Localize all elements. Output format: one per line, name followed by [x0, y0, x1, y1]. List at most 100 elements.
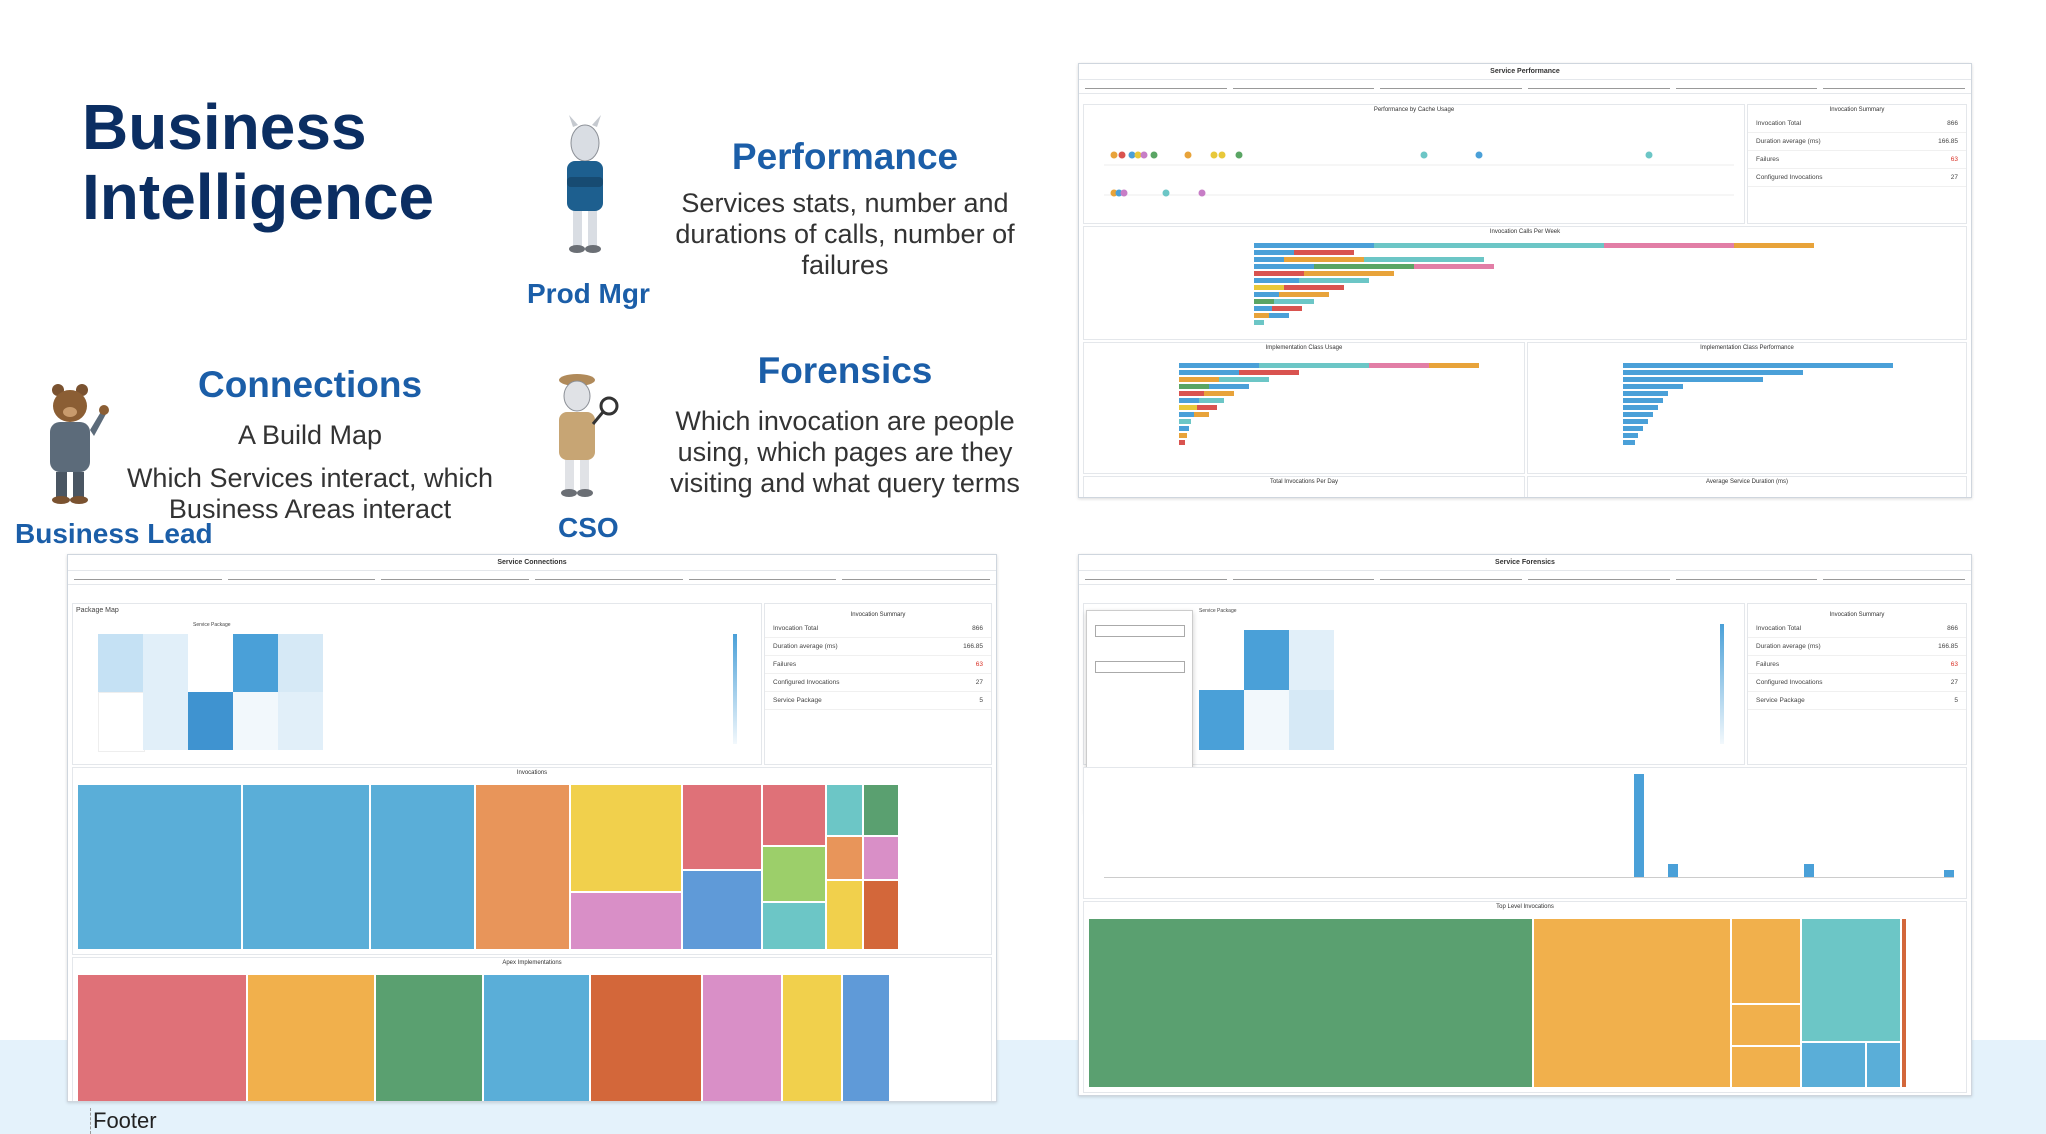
scatter-point	[1184, 151, 1192, 159]
forensics-line-2: using, which pages are they	[677, 437, 1013, 467]
avg-duration-title: Average Service Duration (ms)	[1706, 479, 1788, 485]
summary-value: 63	[975, 661, 983, 668]
treemap-cell	[1801, 918, 1901, 1042]
treemap-cell	[762, 902, 826, 950]
summary-value: 166.85	[963, 643, 983, 650]
scatter-point	[1420, 151, 1428, 159]
treemap-cell	[782, 974, 842, 1101]
cache-usage-scatter	[1104, 151, 1734, 197]
heatmap-cell	[98, 692, 145, 752]
summary-label: Failures	[773, 661, 797, 668]
summary-value: 5	[979, 697, 983, 704]
bar	[1623, 370, 1803, 375]
scatter-point	[1134, 151, 1142, 159]
invocations-per-day-chart: Total Invocations Per Day	[1083, 476, 1525, 497]
values-input[interactable]	[1095, 661, 1185, 673]
bar-segment	[1364, 257, 1484, 262]
filter-1[interactable]	[1085, 84, 1227, 89]
filter-6[interactable]	[842, 575, 991, 580]
treemap-cell	[1731, 1046, 1801, 1088]
filter-5[interactable]	[1675, 84, 1818, 89]
filter-4[interactable]	[535, 575, 683, 580]
filter-3[interactable]	[1380, 84, 1523, 89]
filter-4[interactable]	[1528, 84, 1670, 89]
forensics-dashboard: Service Forensics Service Package Invoca…	[1078, 554, 1972, 1096]
heatmap-cell	[278, 634, 323, 692]
summary-value: 27	[1950, 174, 1958, 181]
treemap-cell	[762, 784, 826, 846]
daily-bar	[1634, 774, 1644, 878]
cache-usage-chart: Performance by Cache Usage	[1083, 104, 1745, 224]
filter-1[interactable]	[1085, 575, 1227, 580]
prod-mgr-label: Prod Mgr	[527, 278, 650, 309]
bar-segment	[1209, 384, 1249, 389]
treemap-cell	[570, 892, 682, 950]
treemap-cell	[682, 870, 762, 950]
bar-segment	[1369, 363, 1429, 368]
bar	[1623, 426, 1643, 431]
treemap-cell	[1731, 918, 1801, 1004]
bar-segment	[1314, 264, 1414, 269]
scatter-point	[1120, 189, 1128, 197]
cso-mascot-icon	[559, 374, 619, 497]
connections-subheading: A Build Map	[237, 420, 383, 450]
filter-5[interactable]	[1675, 575, 1818, 580]
filter-2[interactable]	[227, 575, 376, 580]
business-lead-label: Business Lead	[15, 518, 213, 549]
treemap-cell	[375, 974, 483, 1101]
filter-4[interactable]	[1528, 575, 1670, 580]
daily-bar	[1668, 864, 1678, 878]
class-performance-title: Implementation Class Performance	[1700, 345, 1794, 351]
scatter-point	[1140, 151, 1148, 159]
class-usage-bars	[1179, 363, 1479, 445]
bar-segment	[1179, 433, 1187, 438]
bar-segment	[1179, 426, 1189, 431]
treemap-cell	[370, 784, 475, 950]
scatter-point	[1150, 151, 1158, 159]
heatmap-cell	[1289, 690, 1334, 750]
connections-line-2: Business Areas interact	[168, 494, 452, 524]
class-usage-chart: Implementation Class Usage	[1083, 342, 1525, 474]
invocations-per-day-title: Total Invocations Per Day	[1269, 479, 1339, 485]
bar-segment	[1179, 377, 1219, 382]
performance-heading: Performance	[731, 136, 959, 177]
treemap-cell	[1866, 1042, 1901, 1088]
summary-label: Invocation Total	[773, 625, 819, 632]
bar-segment	[1239, 370, 1299, 375]
filter-2[interactable]	[1232, 84, 1375, 89]
bar	[1623, 384, 1683, 389]
filter-3[interactable]	[1380, 575, 1523, 580]
bar-segment	[1219, 377, 1269, 382]
summary-value: 5	[1954, 697, 1958, 704]
connections-summary: Invocation Summary Invocation Total 866 D…	[764, 603, 992, 765]
heatmap-cell	[188, 692, 233, 750]
bar-segment	[1179, 370, 1239, 375]
footer-text: Footer	[90, 1108, 157, 1134]
performance-summary: Invocation Summary Invocation Total 866 D…	[1747, 104, 1967, 224]
summary-value: 63	[1950, 156, 1958, 163]
scatter-point	[1235, 151, 1243, 159]
bar	[1623, 419, 1648, 424]
heatmap-cell	[98, 634, 143, 692]
bar	[1623, 440, 1635, 445]
filter-6[interactable]	[1823, 575, 1966, 580]
daily-bar	[1944, 870, 1954, 878]
scatter-point	[1115, 189, 1123, 197]
filter-1[interactable]	[74, 575, 222, 580]
filter-6[interactable]	[1823, 84, 1966, 89]
summary-label: Service Package	[1756, 697, 1805, 704]
scatter-point	[1210, 151, 1218, 159]
performance-line-2: durations of calls, number of	[675, 219, 1015, 249]
forensics-description: Which invocation are people using, which…	[660, 406, 1030, 499]
bar-segment	[1204, 391, 1234, 396]
bar-segment	[1254, 264, 1314, 269]
bar-segment	[1179, 391, 1204, 396]
apex-treemap: Apex Implementations	[72, 957, 992, 1101]
filter-5[interactable]	[688, 575, 837, 580]
invocations-treemap: Invocations	[72, 767, 992, 955]
class-performance-chart: Implementation Class Performance	[1527, 342, 1967, 474]
filter-3[interactable]	[381, 575, 530, 580]
summary-label: Configured Invocations	[1756, 679, 1823, 686]
filter-2[interactable]	[1232, 575, 1375, 580]
operator-select[interactable]	[1095, 625, 1185, 637]
